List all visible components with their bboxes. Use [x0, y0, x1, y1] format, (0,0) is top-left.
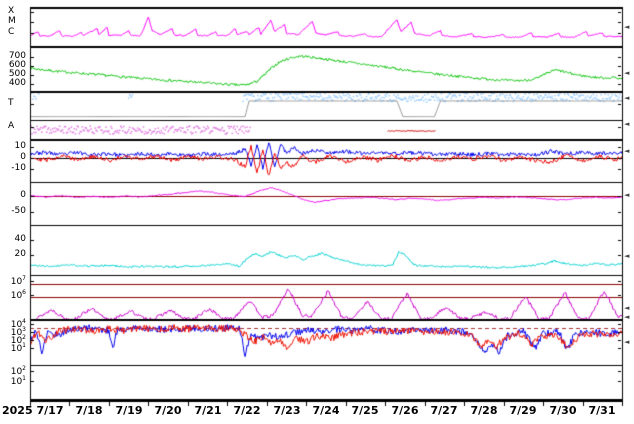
x-axis-year-label: 2025: [2, 404, 33, 417]
